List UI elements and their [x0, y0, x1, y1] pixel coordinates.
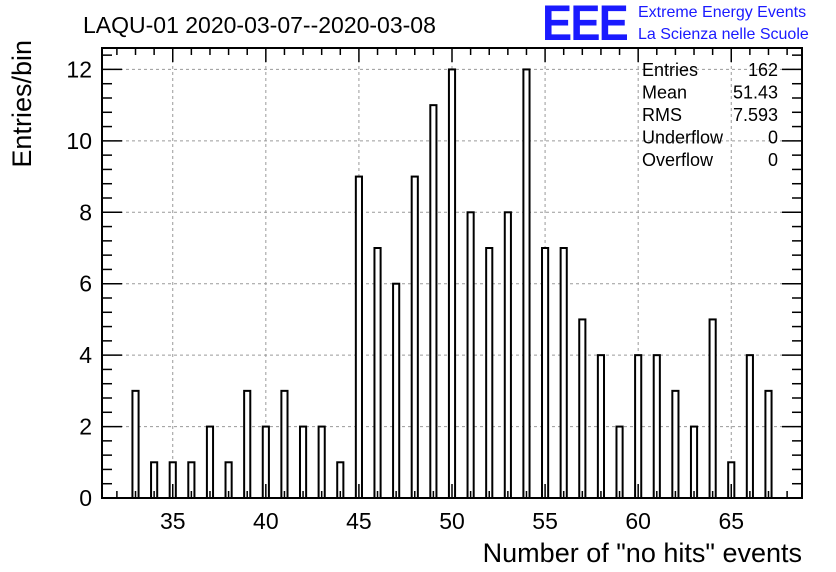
x-tick-label: 65 [718, 508, 744, 534]
y-axis-title: Entries/bin [7, 40, 37, 168]
histogram-bar [410, 175, 419, 499]
histogram-bar [205, 425, 215, 500]
histogram-bar [392, 282, 401, 500]
histogram-bar [615, 425, 624, 500]
histogram-bar [541, 247, 550, 499]
histogram-bar [298, 425, 308, 500]
stat-label: Mean [642, 83, 687, 103]
histogram-bar [764, 389, 773, 500]
y-tick-label: 0 [79, 485, 92, 511]
stat-value: 51.43 [733, 83, 778, 103]
stat-value: 162 [748, 60, 778, 80]
histogram-bar [429, 104, 438, 500]
histogram-bar [317, 425, 326, 500]
axis-ticks [102, 48, 802, 499]
histogram-bar [559, 247, 568, 499]
histogram-bar [447, 68, 457, 500]
histogram-bar [243, 389, 252, 500]
histogram-bar [354, 175, 363, 499]
histogram-bar [689, 425, 699, 500]
stat-label: Underflow [642, 128, 724, 148]
histogram-bar [745, 354, 754, 499]
histogram-bar [280, 389, 289, 500]
x-axis-title: Number of "no hits" events [483, 538, 802, 568]
y-tick-label: 10 [66, 128, 92, 154]
histogram-bar [652, 354, 661, 499]
histogram-bar [578, 318, 587, 499]
chart-title: LAQU-01 2020-03-07--2020-03-08 [83, 12, 436, 38]
histogram-bar [634, 354, 643, 499]
logo-line-1: Extreme Energy Events [638, 4, 806, 21]
stat-label: Entries [642, 60, 698, 80]
histogram-bar [131, 389, 140, 500]
histogram-bar [708, 318, 717, 499]
tick-labels: 35 40 45 50 55 60 65 0 2 4 6 8 10 12 [66, 56, 744, 534]
stat-value: 7.593 [733, 105, 778, 125]
stat-value: 0 [768, 128, 778, 148]
histogram-bar [671, 389, 680, 500]
x-tick-label: 35 [160, 508, 186, 534]
histogram-bar [466, 211, 475, 500]
histogram-bar [373, 247, 382, 499]
x-tick-label: 50 [439, 508, 465, 534]
stat-label: RMS [642, 105, 682, 125]
y-tick-label: 4 [79, 342, 92, 368]
logo-mark: EEE [542, 0, 628, 51]
eee-logo: EEE Extreme Energy Events La Scienza nel… [542, 0, 809, 51]
x-tick-label: 45 [346, 508, 372, 534]
x-tick-label: 60 [625, 508, 651, 534]
y-tick-label: 8 [79, 199, 92, 225]
logo-line-2: La Scienza nelle Scuole [638, 26, 809, 43]
histogram-bar [485, 247, 494, 499]
x-tick-label: 40 [253, 508, 279, 534]
y-tick-label: 2 [79, 414, 92, 440]
stat-label: Overflow [642, 150, 714, 170]
stats-box: Entries 162 Mean 51.43 RMS 7.593 Underflow 0 Ove… [642, 60, 778, 170]
y-tick-label: 12 [66, 56, 92, 82]
histogram-bar [522, 68, 531, 500]
histogram-bar [596, 354, 606, 499]
histogram-bar [503, 211, 512, 500]
x-tick-label: 55 [532, 508, 558, 534]
stat-value: 0 [768, 150, 778, 170]
y-tick-label: 6 [79, 271, 92, 297]
